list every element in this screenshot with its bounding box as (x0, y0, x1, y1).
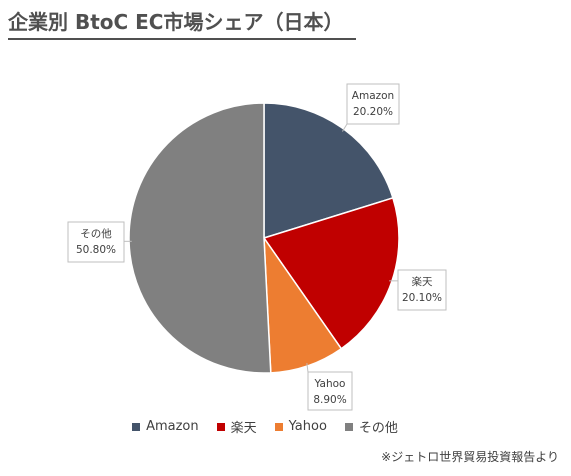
legend-label-yahoo: Yahoo (288, 419, 327, 434)
slice-label-other: その他 (80, 227, 112, 240)
legend-item-rakuten: 楽天 (216, 417, 257, 436)
slice-label-yahoo: Yahoo (314, 378, 346, 390)
slice-value-yahoo: 8.90% (313, 394, 346, 406)
pie-slice-other (128, 102, 272, 374)
legend-item-amazon: Amazon (132, 417, 199, 436)
leader-line-yahoo (306, 363, 309, 373)
slice-label-amazon: Amazon (352, 90, 394, 102)
legend-swatch-amazon (132, 422, 141, 431)
callout-box-rakuten (397, 269, 447, 311)
legend-item-yahoo: Yahoo (274, 417, 327, 436)
source-note: ※ジェトロ世界貿易投資報告より (381, 450, 559, 464)
legend-swatch-yahoo (274, 422, 283, 431)
callout-box-other (67, 221, 125, 263)
legend-swatch-rakuten (216, 422, 225, 431)
pie-slice-rakuten (262, 196, 400, 350)
callout-box-amazon (346, 83, 400, 125)
slice-value-amazon: 20.20% (353, 106, 393, 118)
slice-value-other: 50.80% (76, 244, 116, 256)
chart-title: 企業別 BtoC EC市場シェア（日本） (8, 6, 356, 40)
legend: Amazon 楽天 Yahoo その他 (0, 417, 530, 436)
legend-label-rakuten: 楽天 (230, 421, 257, 436)
callout-box-yahoo (307, 371, 353, 411)
leader-line-amazon (342, 123, 348, 132)
legend-item-other: その他 (344, 417, 398, 436)
slice-label-rakuten: 楽天 (412, 275, 433, 288)
legend-label-amazon: Amazon (146, 419, 199, 434)
legend-label-other: その他 (358, 421, 398, 436)
legend-swatch-other (344, 422, 353, 431)
slice-value-rakuten: 20.10% (402, 292, 442, 304)
